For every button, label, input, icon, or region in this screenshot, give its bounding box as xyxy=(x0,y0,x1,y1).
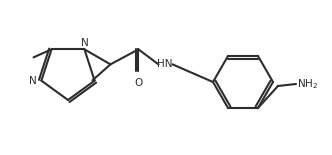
Text: NH$_2$: NH$_2$ xyxy=(297,77,319,91)
Text: O: O xyxy=(134,78,142,88)
Text: N: N xyxy=(29,76,37,86)
Text: N: N xyxy=(81,38,88,48)
Text: HN: HN xyxy=(157,59,172,69)
